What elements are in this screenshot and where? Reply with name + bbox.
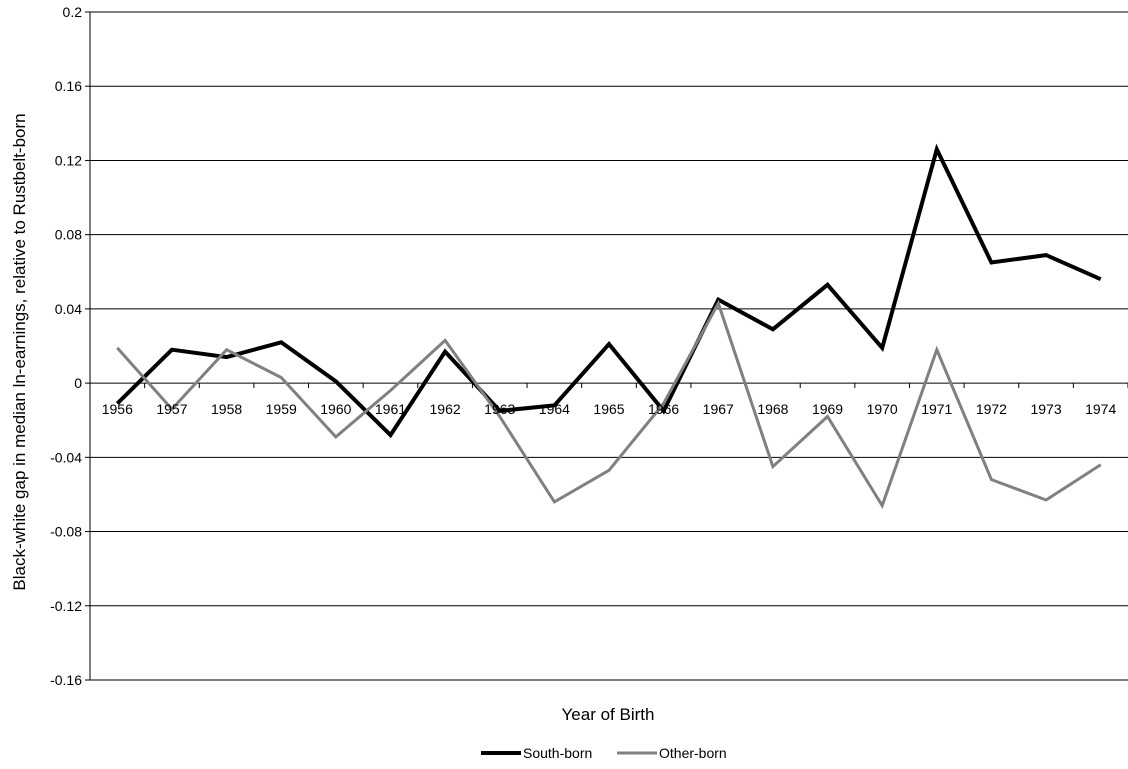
x-tick-labels: 1956 1957 1958 1959 1960 1961 1962 1963 1964 1965…: [102, 401, 1117, 417]
y-tick-label: 0.08: [55, 227, 82, 243]
x-tick-label: 1967: [703, 401, 734, 417]
x-tick-label: 1956: [102, 401, 133, 417]
legend-label: Other-born: [659, 745, 727, 761]
y-tick-label: 0.16: [55, 78, 82, 94]
x-tick-label: 1960: [320, 401, 351, 417]
x-tick-label: 1969: [812, 401, 843, 417]
y-tick-label: 0.12: [55, 152, 82, 168]
legend: South-born Other-born: [481, 745, 727, 761]
x-tick-label: 1959: [266, 401, 297, 417]
x-tick-label: 1971: [921, 401, 952, 417]
x-tick-label: 1973: [1030, 401, 1061, 417]
y-tick-labels: -0.16 -0.12 -0.08 -0.04 0 0.04 0.08 0.12 0.16 0.2: [50, 4, 82, 688]
y-tick-label: -0.08: [50, 524, 82, 540]
x-tick-label: 1966: [648, 401, 679, 417]
x-axis-title: Year of Birth: [562, 705, 655, 724]
x-tick-label: 1963: [484, 401, 515, 417]
x-tick-label: 1970: [867, 401, 898, 417]
x-tick-label: 1965: [593, 401, 624, 417]
x-tick-label: 1958: [211, 401, 242, 417]
y-tick-label: -0.04: [50, 449, 82, 465]
x-tick-label: 1968: [757, 401, 788, 417]
y-tick-label: 0.2: [63, 4, 83, 20]
x-tick-label: 1962: [430, 401, 461, 417]
legend-label: South-born: [523, 745, 592, 761]
x-tick-label: 1974: [1085, 401, 1116, 417]
x-tick-label: 1972: [976, 401, 1007, 417]
axes: [85, 11, 1128, 681]
x-tick-label: 1957: [156, 401, 187, 417]
x-tick-label: 1964: [539, 401, 570, 417]
y-tick-label: 0.04: [55, 301, 82, 317]
y-tick-label: -0.16: [50, 672, 82, 688]
x-tick-label: 1961: [375, 401, 406, 417]
gridlines: [90, 11, 1128, 681]
y-tick-label: 0: [74, 375, 82, 391]
series-lines: [115, 143, 1102, 510]
y-tick-label: -0.12: [50, 598, 82, 614]
y-axis-title: Black-white gap in median ln-earnings, r…: [10, 113, 29, 590]
